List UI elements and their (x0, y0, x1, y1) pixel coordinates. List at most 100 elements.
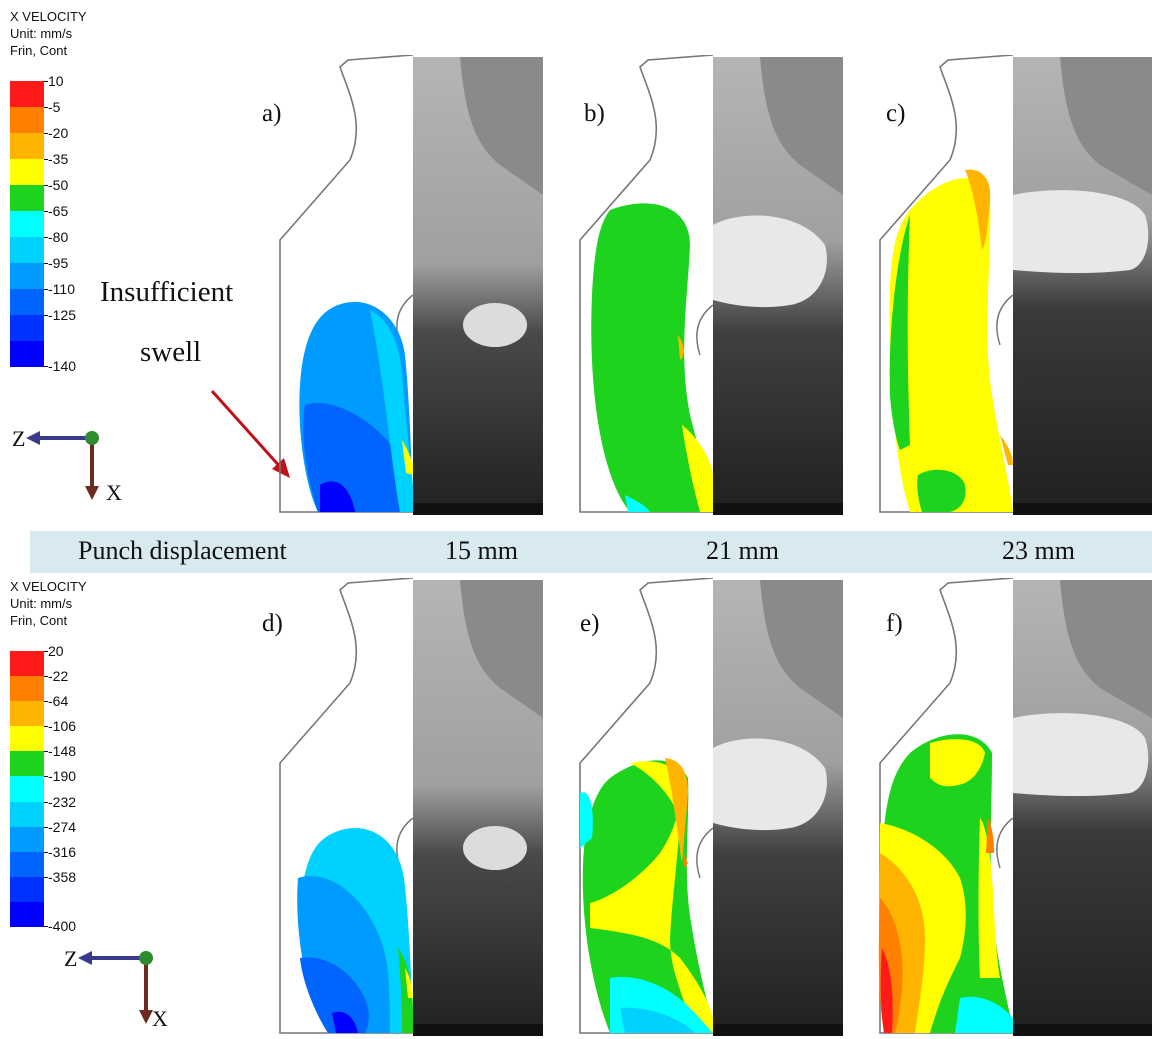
axis-x-label: X (152, 1006, 168, 1031)
legend-swatch (10, 776, 44, 802)
legend-value-label: -274 (48, 818, 77, 835)
legend-tick (44, 263, 48, 264)
legend-swatch (10, 876, 44, 902)
legend-color-bar: 20 -22 -64 -106 -148 -190 -232 -274 -316 -358 -400 (10, 644, 76, 933)
legend-value-label: -50 (48, 177, 69, 193)
displacement-band: Punch displacement 15 mm 21 mm 23 mm (30, 531, 1152, 573)
legend-value-label: -140 (48, 358, 77, 374)
legend-value-label: -80 (48, 229, 69, 245)
panel-c-graphic (879, 55, 1152, 515)
panel-f-label: f) (886, 610, 903, 637)
panel-e: e) (570, 578, 845, 1038)
legend-swatch (10, 107, 44, 133)
legend-tick (44, 701, 48, 703)
axis-z-label: Z (12, 426, 26, 451)
annotation-arrow-icon (210, 389, 290, 478)
band-value-21: 21 mm (706, 536, 779, 565)
legend-tick (44, 801, 48, 803)
legend-value-label: -232 (48, 793, 77, 810)
legend-color-bar: 10 -5 -20 -35 -50 -65 -80 -95 -110 -125 -140 (10, 74, 76, 373)
legend-swatch (10, 901, 44, 927)
legend-swatch (10, 211, 44, 237)
panel-c: c) (870, 55, 1152, 517)
legend-value-label: -64 (48, 693, 69, 710)
legend-swatch (10, 851, 44, 877)
legend-value-label: -5 (48, 99, 61, 115)
axes-indicator-bottom: Z X (60, 944, 180, 1034)
legend-tick (44, 366, 48, 367)
panel-b: b) (570, 55, 845, 517)
legend-tick (44, 237, 48, 238)
legend-tick (44, 651, 48, 652)
legend-tick (44, 133, 48, 134)
legend-tick (44, 826, 48, 828)
legend-value-label: -65 (48, 203, 69, 219)
legend-tick (44, 876, 48, 878)
legend-swatch (10, 263, 44, 289)
legend-swatch (10, 289, 44, 315)
legend-title-line-3: Frin, Cont (10, 613, 68, 628)
legend-value-label: -316 (48, 843, 77, 860)
legend-tick (44, 107, 48, 108)
legend-value-label: -106 (48, 718, 77, 735)
legend-tick (44, 851, 48, 853)
axis-x-label: X (106, 480, 122, 505)
legend-swatch (10, 133, 44, 159)
panel-f-graphic (878, 578, 1152, 1036)
legend-value-label: -125 (48, 307, 77, 323)
legend-value-label: -148 (48, 743, 77, 760)
legend-value-label: -20 (48, 125, 69, 141)
legend-swatch (10, 726, 44, 752)
legend-tick (44, 289, 48, 290)
panel-e-label: e) (580, 610, 600, 637)
axes-arrows-icon (78, 951, 153, 1024)
legend-tick (44, 676, 48, 678)
legend-top: X VELOCITY Unit: mm/s Frin, Cont 10 -5 -20… (10, 8, 160, 373)
band-caption: Punch displacement (78, 536, 287, 565)
legend-tick (44, 315, 48, 316)
legend-tick (44, 159, 48, 160)
legend-title-line-2: Unit: mm/s (10, 26, 73, 41)
legend-tick (44, 185, 48, 186)
legend-tick (44, 751, 48, 753)
band-value-23: 23 mm (1002, 536, 1075, 565)
legend-tick (44, 81, 48, 82)
panel-d-label: d) (262, 610, 283, 637)
legend-tick (44, 211, 48, 212)
legend-value-label: -400 (48, 918, 77, 934)
legend-swatch (10, 81, 44, 107)
legend-title-line-3: Frin, Cont (10, 43, 68, 58)
panel-d-graphic (279, 578, 543, 1036)
legend-title-line-1: X VELOCITY (10, 9, 87, 24)
legend-title-line-1: X VELOCITY (10, 579, 87, 594)
panel-a: a) (262, 55, 545, 517)
panel-c-label: c) (886, 100, 906, 127)
panel-e-graphic (579, 578, 843, 1036)
legend-value-label: -358 (48, 868, 77, 885)
legend-value-label: -110 (48, 281, 75, 297)
panel-a-graphic (279, 55, 543, 515)
legend-value-label: 20 (48, 643, 64, 659)
legend-swatch (10, 676, 44, 702)
legend-swatch (10, 315, 44, 341)
legend-value-label: 10 (48, 73, 64, 89)
legend-title-line-2: Unit: mm/s (10, 596, 73, 611)
legend-tick (44, 776, 48, 778)
legend-tick (44, 926, 48, 927)
legend-value-label: -190 (48, 768, 77, 785)
annotation-line-2: swell (140, 336, 202, 368)
axes-arrows-icon (26, 431, 99, 500)
legend-swatch (10, 701, 44, 727)
legend-swatch (10, 751, 44, 777)
legend-swatch (10, 651, 44, 677)
legend-swatch (10, 237, 44, 263)
panel-b-graphic (579, 55, 843, 515)
panel-b-label: b) (584, 100, 605, 127)
legend-swatch (10, 801, 44, 827)
axes-indicator-top: Z X (10, 420, 130, 510)
legend-swatch (10, 185, 44, 211)
band-value-15: 15 mm (445, 536, 518, 565)
legend-value-label: -22 (48, 668, 69, 685)
annotation-line-1: Insufficient (100, 276, 234, 308)
legend-tick (44, 726, 48, 728)
